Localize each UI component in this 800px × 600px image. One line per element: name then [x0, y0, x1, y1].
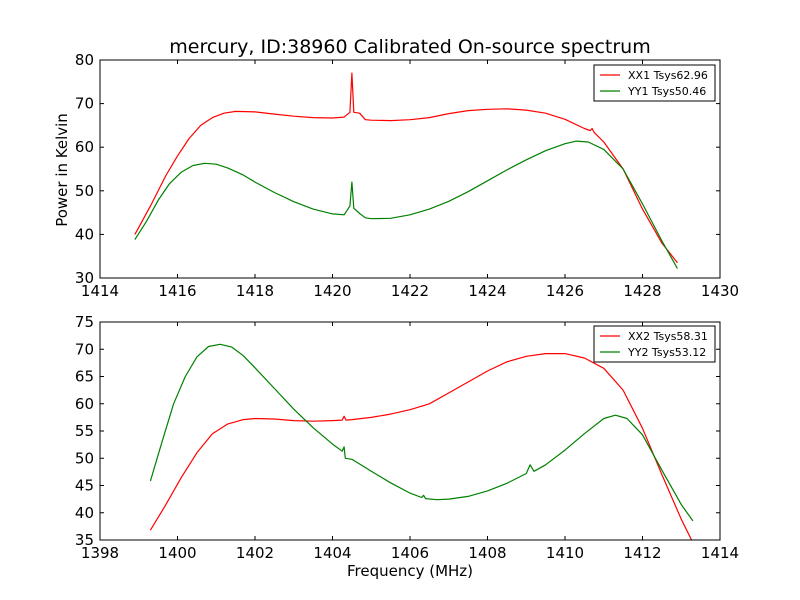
series-line-yy: [149, 343, 694, 522]
y-tick-label: 65: [75, 368, 94, 386]
y-tick-label: 55: [75, 422, 94, 440]
y-tick-label: 80: [75, 51, 94, 69]
x-tick-label: 1416: [158, 282, 196, 300]
y-tick-label: 40: [75, 225, 94, 243]
series-line-xx: [134, 72, 678, 264]
x-tick-label: 1420: [313, 282, 351, 300]
series-group: [134, 72, 678, 269]
x-tick-label: 1422: [391, 282, 429, 300]
legend-label: XX2 Tsys58.31: [628, 330, 708, 343]
x-axis-label: Frequency (MHz): [347, 562, 473, 580]
figure-title: mercury, ID:38960 Calibrated On-source s…: [169, 36, 650, 58]
x-tick-label: 1418: [236, 282, 274, 300]
legend: XX1 Tsys62.96 YY1 Tsys50.46: [593, 64, 716, 102]
legend: XX2 Tsys58.31 YY2 Tsys53.12: [593, 325, 716, 363]
x-tick-label: 1404: [313, 544, 351, 562]
x-tick-label: 1424: [468, 282, 506, 300]
top-spectrum-plot: 1414 1416 1418 1420 1422 1424 1426 1428 1430 30 40…: [75, 51, 739, 300]
x-tick-label: 1406: [391, 544, 429, 562]
y-tick-label: 50: [75, 449, 94, 467]
x-tick-label: 1414: [81, 282, 119, 300]
x-tick-label: 1400: [158, 544, 196, 562]
legend-label: YY1 Tsys50.46: [627, 85, 706, 98]
y-tick-label: 60: [75, 395, 94, 413]
x-tick-label: 1414: [701, 544, 739, 562]
y-tick-label: 50: [75, 182, 94, 200]
x-tick-label: 1410: [546, 544, 584, 562]
y-tick-label: 30: [75, 269, 94, 287]
x-tick-label: 1408: [468, 544, 506, 562]
y-tick-label: 60: [75, 138, 94, 156]
legend-box: [593, 325, 716, 363]
x-tick-label: 1430: [701, 282, 739, 300]
x-tick-label: 1398: [81, 544, 119, 562]
series-line-yy: [134, 140, 678, 269]
y-tick-label: 70: [75, 95, 94, 113]
y-tick-label: 70: [75, 340, 94, 358]
legend-label: XX1 Tsys62.96: [628, 69, 708, 82]
x-tick-label: 1426: [546, 282, 584, 300]
y-tick-label: 45: [75, 477, 94, 495]
x-tick-label: 1428: [623, 282, 661, 300]
y-tick-label: 75: [75, 313, 94, 331]
y-tick-label: 40: [75, 504, 94, 522]
legend-label: YY2 Tsys53.12: [627, 346, 706, 359]
series-line-xx: [149, 353, 693, 540]
bottom-spectrum-plot: 1398 1400 1402 1404 1406 1408 1410 1412 1414 35 40…: [75, 313, 739, 562]
x-tick-label: 1412: [623, 544, 661, 562]
x-tick-label: 1402: [236, 544, 274, 562]
series-group: [149, 343, 694, 540]
y-tick-label: 35: [75, 531, 94, 549]
legend-box: [593, 64, 716, 102]
y-axis-label: Power in Kelvin: [53, 113, 71, 227]
